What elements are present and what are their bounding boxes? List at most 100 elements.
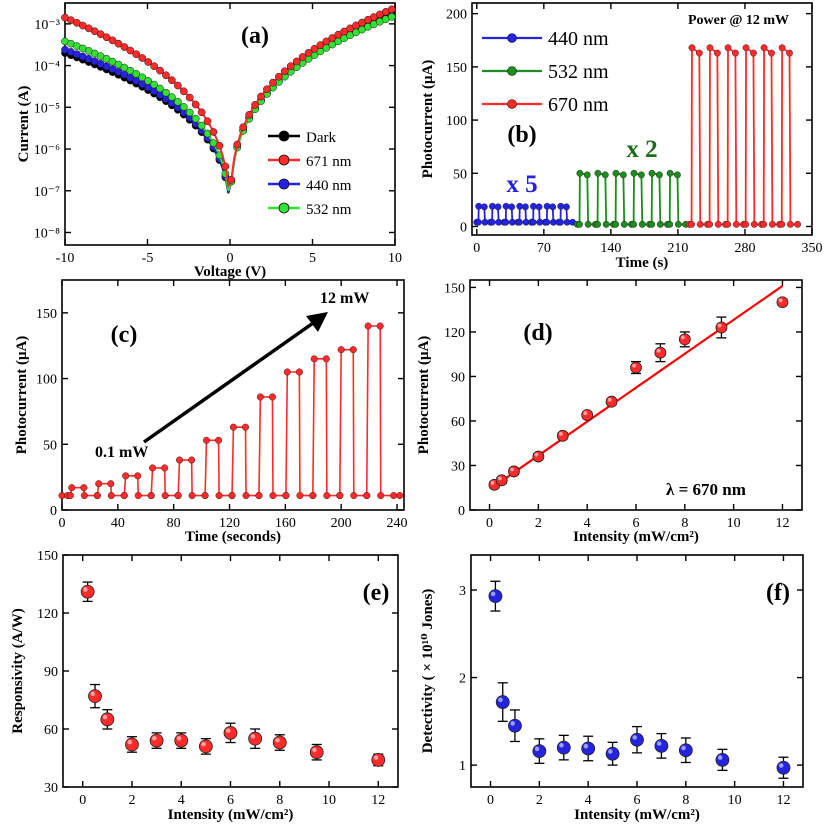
- x-tick-label: -10: [56, 251, 75, 266]
- plot-frame: [61, 279, 405, 511]
- data-point: [532, 744, 547, 759]
- x-tick-label: 210: [667, 241, 688, 256]
- data-point: [215, 141, 224, 150]
- data-point: [255, 492, 263, 500]
- y-tick-label: 2: [459, 672, 466, 687]
- series-line-670-nm: [689, 45, 798, 226]
- data-point: [601, 171, 609, 179]
- data-point: [688, 220, 695, 228]
- y-tick-label: 10⁻⁸: [34, 226, 60, 241]
- data-point: [678, 743, 693, 758]
- y-axis-label: Current (A): [16, 86, 32, 163]
- x-axis-label: Voltage (V): [194, 264, 266, 280]
- x-tick-label: 10: [728, 793, 742, 808]
- data-point: [549, 203, 557, 211]
- data-point: [776, 760, 791, 775]
- data-point: [612, 169, 620, 177]
- data-point: [227, 175, 236, 184]
- data-point: [630, 220, 638, 228]
- y-tick-label: 120: [444, 326, 465, 341]
- data-point: [638, 220, 646, 228]
- data-point: [162, 88, 170, 97]
- x-tick-label: 140: [600, 241, 621, 256]
- data-point: [134, 472, 142, 480]
- data-point: [100, 712, 115, 727]
- data-point: [488, 202, 496, 210]
- data-point: [706, 220, 714, 228]
- y-tick-label: 30: [44, 781, 58, 796]
- data-point: [120, 43, 129, 51]
- data-point: [268, 393, 276, 401]
- y-tick-label: 90: [44, 665, 58, 680]
- data-point: [120, 492, 128, 500]
- data-point: [298, 53, 307, 61]
- x-tick-label: 0: [59, 516, 66, 531]
- legend-label: 532 nm: [306, 202, 352, 218]
- data-point: [760, 220, 768, 228]
- data-point: [241, 423, 249, 431]
- x-tick-label: 0: [473, 241, 480, 256]
- x-tick-label: -5: [142, 251, 154, 266]
- data-point-highlight: [608, 749, 613, 754]
- data-point: [630, 361, 642, 374]
- data-point: [706, 44, 714, 52]
- data-point: [221, 162, 230, 171]
- data-point: [242, 492, 250, 500]
- data-point: [149, 733, 164, 748]
- data-point: [122, 472, 130, 480]
- data-point: [581, 409, 594, 421]
- data-point: [742, 220, 750, 228]
- data-point-highlight: [583, 743, 589, 749]
- data-point: [605, 395, 618, 408]
- y-tick-label: 150: [444, 281, 465, 296]
- data-point-highlight: [510, 721, 515, 726]
- data-point: [688, 44, 696, 52]
- data-point-highlight: [583, 411, 588, 416]
- y-axis-label: Detectivity ( × 10¹⁰ Jones): [420, 589, 436, 754]
- x-tick-label: 10: [322, 793, 336, 808]
- data-point-highlight: [498, 697, 503, 703]
- data-point: [732, 49, 739, 57]
- data-point: [656, 220, 664, 228]
- data-point: [475, 202, 483, 210]
- data-point-highlight: [152, 736, 157, 741]
- data-point: [654, 738, 669, 753]
- x-tick-label: 4: [178, 793, 185, 808]
- data-point-highlight: [510, 467, 514, 472]
- data-point: [581, 741, 596, 756]
- y-axis-label: Photocurrent (μA): [420, 60, 436, 179]
- data-point: [80, 484, 88, 492]
- data-point-highlight: [250, 734, 256, 739]
- y-tick-label: 90: [451, 370, 465, 385]
- data-point-highlight: [225, 728, 231, 733]
- x-tick-label: 2: [128, 793, 135, 808]
- y-tick-label: 10⁻³: [34, 18, 60, 33]
- panel-b: 0 70 140 210 280 350 0 50 100 150 200 Time (s) Photo…: [420, 2, 823, 271]
- data-point: [295, 368, 303, 376]
- data-point: [502, 218, 510, 226]
- data-point: [349, 346, 357, 354]
- arrow-end-label: 12 mW: [320, 290, 369, 307]
- data-point: [114, 39, 123, 48]
- y-tick-label: 100: [446, 114, 467, 129]
- data-point-highlight: [681, 745, 686, 751]
- x-tick-label: 8: [276, 793, 283, 808]
- data-point: [778, 220, 786, 228]
- data-point: [377, 492, 385, 500]
- data-point: [174, 97, 182, 106]
- y-tick-label: 10⁻⁶: [34, 143, 60, 158]
- data-point: [396, 492, 404, 500]
- x-tick-label: 120: [219, 516, 240, 531]
- data-point: [340, 27, 349, 36]
- x-tick-label: 4: [584, 516, 591, 531]
- plot-frame: [471, 2, 813, 236]
- data-point: [309, 492, 317, 500]
- y-tick-label: 60: [44, 723, 58, 738]
- data-point: [742, 44, 750, 52]
- data-point: [715, 752, 730, 767]
- data-point: [144, 58, 153, 66]
- panel-label: (a): [241, 23, 269, 49]
- data-point: [390, 492, 398, 500]
- series-line-532-nm: [577, 172, 686, 226]
- data-point: [229, 423, 237, 431]
